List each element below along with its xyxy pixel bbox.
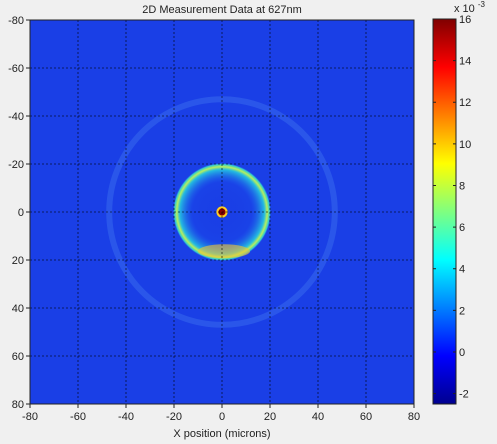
x-tick-label: -80 [22,411,38,423]
bright-ring-hotspot [198,244,250,259]
chart-title: 2D Measurement Data at 627nm [142,4,302,16]
colorbar-tick-label: 2 [459,305,465,317]
colorbar-tick-label: 8 [459,180,465,192]
colorbar-tick-label: 6 [459,222,465,234]
y-tick-label: -60 [8,63,24,75]
colorbar-tick-label: -2 [459,389,469,401]
colorbar-gradient [432,18,457,405]
y-tick-label: -40 [8,111,24,123]
colorbar-multiplier-base: x 10 [454,3,475,15]
x-tick-label: 0 [219,411,225,423]
colorbar-multiplier-exponent: -3 [478,0,486,9]
y-axis: -80 -60 -40 -20 0 20 40 60 80 [8,15,30,411]
x-tick-label: -60 [70,411,86,423]
x-tick-label: -40 [118,411,134,423]
colorbar-multiplier: x 10 -3 [454,0,486,15]
x-tick-label: 60 [360,411,372,423]
x-axis: -80 -60 -40 -20 0 20 40 60 80 [22,404,420,423]
colorbar-ticks: -2 0 2 4 6 8 10 12 14 16 [433,14,471,401]
x-tick-label: 80 [408,411,420,423]
y-tick-label: 80 [12,399,24,411]
x-tick-label: -20 [166,411,182,423]
y-tick-label: -80 [8,15,24,27]
y-tick-label: -20 [8,159,24,171]
y-tick-label: 40 [12,303,24,315]
colorbar-tick-label: 12 [459,97,471,109]
colorbar-tick-label: 16 [459,14,471,26]
colorbar-tick-label: 0 [459,347,465,359]
x-tick-label: 40 [312,411,324,423]
y-tick-label: 60 [12,351,24,363]
y-tick-label: 0 [18,207,24,219]
plot-area [29,19,415,405]
colorbar: -2 0 2 4 6 8 10 12 14 16 x 10 -3 [432,0,486,405]
colorbar-tick-label: 4 [459,264,465,276]
colorbar-tick-label: 10 [459,139,471,151]
colorbar-tick-label: 14 [459,56,471,68]
y-tick-label: 20 [12,255,24,267]
x-axis-label: X position (microns) [173,428,270,440]
x-tick-label: 20 [264,411,276,423]
